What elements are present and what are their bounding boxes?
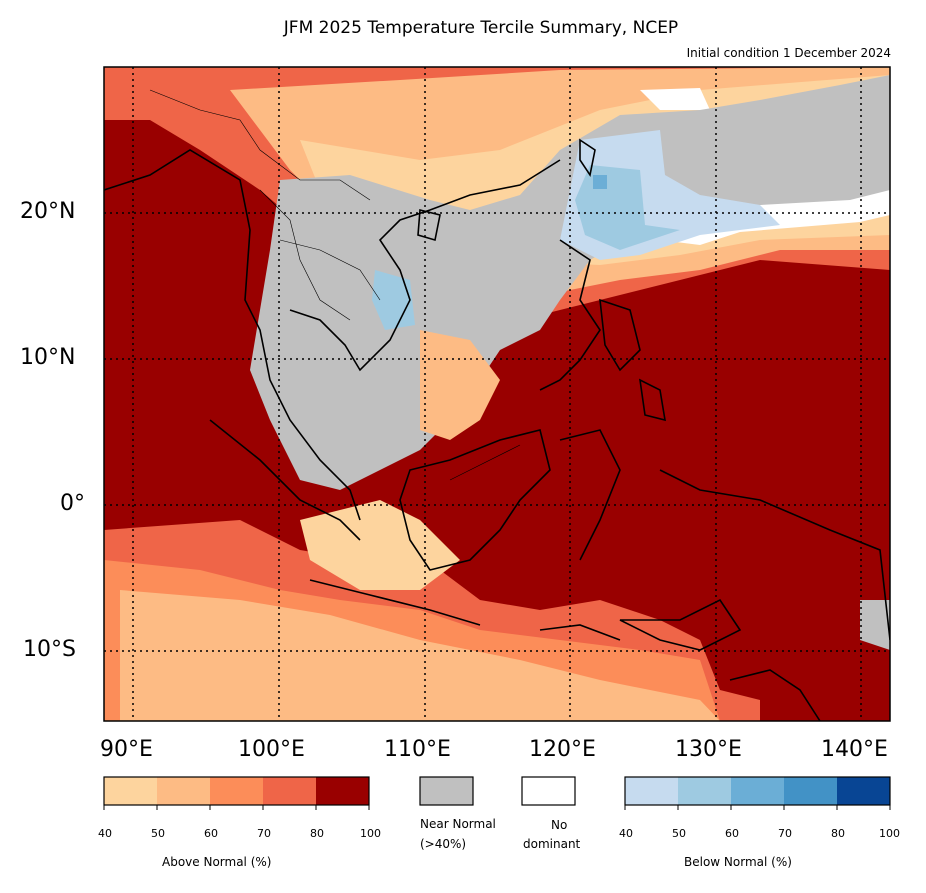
below-colorbar-segment bbox=[784, 777, 837, 805]
below-colorbar-segment bbox=[625, 777, 678, 805]
above-normal-colorbar bbox=[103, 776, 370, 810]
below-tick: 60 bbox=[725, 827, 739, 840]
map-title: JFM 2025 Temperature Tercile Summary, NC… bbox=[283, 18, 679, 38]
lat-label-10n: 10°N bbox=[20, 345, 76, 370]
above-normal-region bbox=[120, 590, 720, 721]
above-colorbar-segment bbox=[263, 777, 316, 805]
no-dominant-label-2: dominant bbox=[523, 837, 581, 851]
above-colorbar-segment bbox=[316, 777, 369, 805]
below-tick: 80 bbox=[831, 827, 845, 840]
above-colorbar-segment bbox=[104, 777, 157, 805]
near-normal-region bbox=[250, 75, 890, 490]
below-tick: 70 bbox=[778, 827, 792, 840]
above-tick: 70 bbox=[257, 827, 271, 840]
lon-label-110e: 110°E bbox=[384, 737, 451, 762]
lat-label-10s: 10°S bbox=[23, 637, 76, 662]
lat-label-0: 0° bbox=[60, 491, 85, 516]
above-tick: 80 bbox=[310, 827, 324, 840]
above-tick: 40 bbox=[98, 827, 112, 840]
below-colorbar-segment bbox=[678, 777, 731, 805]
below-tick: 40 bbox=[619, 827, 633, 840]
no-dominant-region bbox=[640, 88, 710, 110]
lon-label-130e: 130°E bbox=[675, 737, 742, 762]
gridlines bbox=[104, 67, 890, 721]
near-normal-label-2: (>40%) bbox=[420, 837, 467, 851]
above-normal-region bbox=[420, 330, 500, 440]
above-tick: 60 bbox=[204, 827, 218, 840]
above-colorbar-frame bbox=[103, 776, 370, 806]
above-normal-region bbox=[300, 500, 460, 590]
below-normal-label: Below Normal (%) bbox=[684, 855, 792, 869]
map-frame bbox=[103, 66, 891, 722]
near-normal-swatch bbox=[419, 776, 474, 806]
above-tick: 50 bbox=[151, 827, 165, 840]
lon-label-120e: 120°E bbox=[529, 737, 596, 762]
below-colorbar-segment bbox=[837, 777, 890, 805]
below-normal-colorbar bbox=[624, 776, 891, 810]
lon-label-140e: 140°E bbox=[821, 737, 888, 762]
lon-label-90e: 90°E bbox=[100, 737, 153, 762]
below-colorbar-frame bbox=[624, 776, 891, 806]
country-borders bbox=[149, 89, 521, 481]
above-colorbar-segment bbox=[157, 777, 210, 805]
below-normal-region bbox=[593, 175, 607, 189]
no-dominant-swatch bbox=[521, 776, 576, 806]
near-normal-label-1: Near Normal bbox=[420, 817, 496, 831]
below-tick: 50 bbox=[672, 827, 686, 840]
above-normal-label: Above Normal (%) bbox=[162, 855, 272, 869]
above-colorbar-segment bbox=[210, 777, 263, 805]
map-subtitle: Initial condition 1 December 2024 bbox=[686, 46, 891, 60]
near-normal-region bbox=[860, 600, 890, 650]
lon-label-100e: 100°E bbox=[238, 737, 305, 762]
below-colorbar-segment bbox=[731, 777, 784, 805]
above-tick: 100 bbox=[360, 827, 381, 840]
coastlines bbox=[104, 138, 890, 721]
no-dominant-label-1: No bbox=[551, 818, 568, 832]
lat-label-20n: 20°N bbox=[20, 199, 76, 224]
below-tick: 100 bbox=[879, 827, 900, 840]
